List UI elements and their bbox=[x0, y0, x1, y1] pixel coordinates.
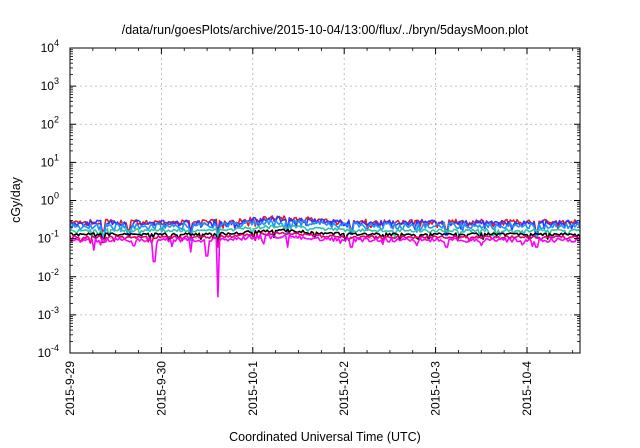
x-tick-label: 2015-10-1 bbox=[246, 361, 260, 416]
x-axis-label: Coordinated Universal Time (UTC) bbox=[229, 430, 421, 444]
y-tick-label: 10-1 bbox=[38, 229, 59, 246]
x-tick-label: 2015-9-29 bbox=[63, 361, 77, 416]
series-line-2 bbox=[69, 219, 581, 244]
series-line-6 bbox=[69, 234, 581, 298]
x-tick-label: 2015-9-30 bbox=[154, 361, 168, 416]
y-tick-exponent: 3 bbox=[54, 76, 59, 86]
series-line-3 bbox=[69, 224, 581, 240]
y-tick-exponent: 2 bbox=[54, 114, 59, 124]
y-tick-exponent: 0 bbox=[54, 191, 59, 201]
series-layer bbox=[69, 215, 581, 298]
y-tick-base: 10 bbox=[41, 41, 55, 55]
y-tick-exponent: 1 bbox=[54, 152, 59, 162]
y-tick-base: 10 bbox=[38, 232, 52, 246]
y-tick-exponent: -4 bbox=[51, 343, 59, 353]
y-tick-exponent: 4 bbox=[54, 38, 59, 48]
y-tick-label: 102 bbox=[41, 114, 59, 131]
y-tick-label: 10-2 bbox=[38, 267, 59, 284]
y-tick-base: 10 bbox=[41, 79, 55, 93]
series-line-0 bbox=[69, 215, 581, 236]
y-tick-label: 100 bbox=[41, 191, 59, 208]
series-line-4 bbox=[69, 228, 581, 244]
y-axis-label: cGy/day bbox=[9, 176, 23, 223]
y-tick-base: 10 bbox=[38, 308, 52, 322]
y-tick-exponent: -2 bbox=[51, 267, 59, 277]
x-tick-label: 2015-10-2 bbox=[337, 361, 351, 416]
y-tick-label: 103 bbox=[41, 76, 59, 93]
y-tick-base: 10 bbox=[41, 117, 55, 131]
y-tick-label: 101 bbox=[41, 152, 59, 169]
y-tick-exponent: -1 bbox=[51, 229, 59, 239]
y-tick-base: 10 bbox=[38, 346, 52, 360]
x-tick-label: 2015-10-4 bbox=[520, 361, 534, 416]
y-tick-base: 10 bbox=[41, 194, 55, 208]
y-tick-label: 10-3 bbox=[38, 305, 59, 322]
y-tick-exponent: -3 bbox=[51, 305, 59, 315]
y-tick-base: 10 bbox=[41, 155, 55, 169]
y-tick-label: 104 bbox=[41, 38, 59, 55]
y-tick-base: 10 bbox=[38, 270, 52, 284]
chart-title: /data/run/goesPlots/archive/2015-10-04/1… bbox=[122, 23, 529, 37]
x-tick-labels: 2015-9-29 2015-9-30 2015-10-1 2015-10-2 2015… bbox=[63, 361, 534, 416]
x-tick-label: 2015-10-3 bbox=[429, 361, 443, 416]
y-tick-label: 10-4 bbox=[38, 343, 59, 360]
axis-ticks bbox=[69, 47, 580, 354]
